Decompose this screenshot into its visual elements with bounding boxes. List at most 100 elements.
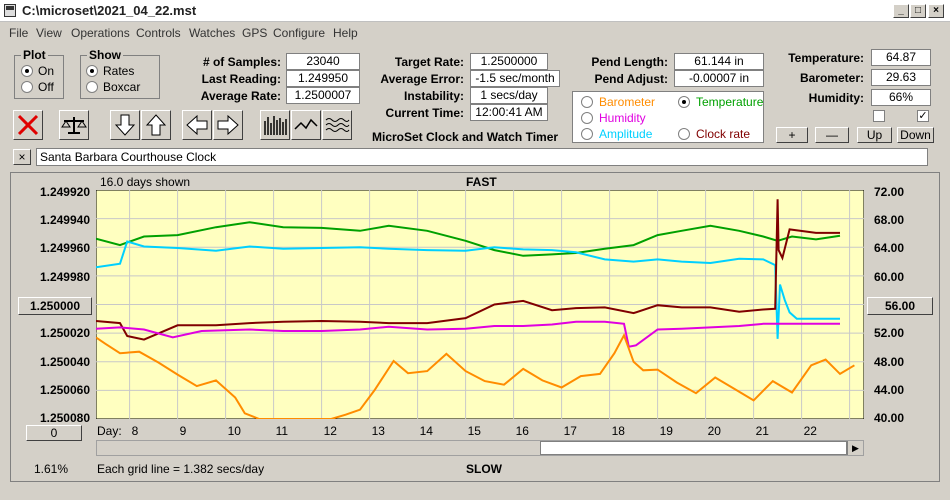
right-tick: 72.00 <box>874 185 905 199</box>
pend-length-value: 61.144 in <box>674 53 764 70</box>
right-tick: 48.00 <box>874 355 905 369</box>
legend-amplitude-radio[interactable] <box>581 128 593 140</box>
temp-center-button[interactable]: 56.00 <box>867 297 933 315</box>
menu-help[interactable]: Help <box>333 26 358 40</box>
menu-view[interactable]: View <box>36 26 62 40</box>
time-scrollbar[interactable]: ▶ <box>96 440 864 456</box>
plus-button[interactable]: + <box>776 127 808 143</box>
scroll-right-arrow[interactable]: ▶ <box>847 441 863 455</box>
scrollbar-track <box>97 441 540 455</box>
day-tick-label: 18 <box>611 424 625 438</box>
scroll-left-button[interactable] <box>182 110 212 140</box>
menu-file[interactable]: File <box>9 26 29 40</box>
arrow-up-icon <box>145 114 167 136</box>
histogram-button[interactable] <box>260 110 290 140</box>
percent-label: 1.61% <box>34 462 69 476</box>
average-rate-label: Average Rate: <box>200 89 281 103</box>
balance-button[interactable] <box>59 110 89 140</box>
show-boxcar-label: Boxcar <box>103 80 141 94</box>
scroll-up-button[interactable] <box>141 110 171 140</box>
rate-chart <box>96 190 864 419</box>
app-subtitle: MicroSet Clock and Watch Timer <box>372 130 559 144</box>
scroll-right-button[interactable] <box>213 110 243 140</box>
menu-configure[interactable]: Configure <box>273 26 326 40</box>
line-plot-button[interactable] <box>291 110 321 140</box>
series-selector: Barometer Temperature Humidity Amplitude… <box>572 91 764 143</box>
day-tick-label: 19 <box>659 424 673 438</box>
legend-clock-rate-label: Clock rate <box>696 127 751 141</box>
pend-adjust-value: -0.00007 in <box>674 70 764 87</box>
plot-on-radio[interactable] <box>21 65 33 77</box>
left-tick: 1.249940 <box>39 213 90 227</box>
series-humidity <box>96 320 840 348</box>
day-tick-label: 14 <box>419 424 433 438</box>
menu-gps[interactable]: GPS <box>242 26 268 40</box>
clock-close-button[interactable]: × <box>13 149 31 165</box>
left-tick: 1.249960 <box>39 241 90 255</box>
app-icon <box>4 4 16 17</box>
bar-chart-icon <box>264 116 287 135</box>
day-tick-label: 13 <box>371 424 385 438</box>
show-rates-label: Rates <box>103 64 135 78</box>
right-tick: 60.00 <box>874 270 905 284</box>
clock-name-field[interactable]: Santa Barbara Courthouse Clock <box>36 148 928 166</box>
arrow-down-icon <box>114 114 136 136</box>
minus-button[interactable]: — <box>815 127 849 143</box>
menu-operations[interactable]: Operations <box>71 26 130 40</box>
plot-group: Plot <box>14 48 64 99</box>
checkbox-right[interactable]: ✓ <box>917 110 929 122</box>
plot-off-radio[interactable] <box>21 81 33 93</box>
up-button[interactable]: Up <box>857 127 892 143</box>
show-rates-radio[interactable] <box>86 65 98 77</box>
slow-label: SLOW <box>466 462 502 476</box>
close-button[interactable]: × <box>928 4 944 18</box>
left-tick: 1.250080 <box>39 411 90 425</box>
day-tick-label: 12 <box>323 424 337 438</box>
menu-controls[interactable]: Controls <box>136 26 181 40</box>
day-tick-label: 22 <box>803 424 817 438</box>
day-tick-label: 15 <box>467 424 481 438</box>
show-group-title: Show <box>87 48 123 62</box>
smooth-plot-button[interactable] <box>322 110 352 140</box>
menu-bar: File View Operations Controls Watches GP… <box>0 23 950 41</box>
legend-humidity-label: Humidity <box>599 111 646 125</box>
left-tick: 1.250040 <box>39 355 90 369</box>
last-reading-value: 1.249950 <box>286 70 360 87</box>
series-clock-rate <box>96 199 840 341</box>
samples-value: 23040 <box>286 53 360 70</box>
legend-temperature-label: Temperature <box>696 95 764 109</box>
instability-label: Instability: <box>403 89 464 103</box>
current-time-label: Current Time: <box>385 106 464 120</box>
grid-note: Each grid line = 1.382 secs/day <box>97 462 265 476</box>
scrollbar-thumb[interactable] <box>540 441 847 455</box>
scroll-down-button[interactable] <box>110 110 140 140</box>
day-tick-label: 9 <box>179 424 187 438</box>
minimize-button[interactable]: _ <box>893 4 909 18</box>
checkbox-left[interactable] <box>873 110 885 122</box>
menu-watches[interactable]: Watches <box>189 26 236 40</box>
right-tick: 64.00 <box>874 241 905 255</box>
arrow-left-icon <box>186 114 208 136</box>
legend-clock-rate-radio[interactable] <box>678 128 690 140</box>
zero-button[interactable]: 0 <box>26 425 82 441</box>
day-axis: 8 9 10 11 12 13 14 15 16 17 18 19 20 21 22 <box>0 424 950 438</box>
temperature-value: 64.87 <box>871 49 931 66</box>
plot-group-title: Plot <box>21 48 48 62</box>
show-boxcar-radio[interactable] <box>86 81 98 93</box>
temperature-label: Temperature: <box>788 51 864 65</box>
average-error-value: -1.5 sec/month <box>470 70 560 87</box>
clear-button[interactable] <box>13 110 43 140</box>
last-reading-label: Last Reading: <box>201 72 281 86</box>
maximize-button[interactable]: □ <box>910 4 926 18</box>
pend-adjust-label: Pend Adjust: <box>594 72 668 86</box>
rate-center-button[interactable]: 1.250000 <box>18 297 92 315</box>
humidity-label: Humidity: <box>808 91 864 105</box>
right-tick: 52.00 <box>874 326 905 340</box>
down-button[interactable]: Down <box>897 127 934 143</box>
legend-barometer-radio[interactable] <box>581 96 593 108</box>
instability-value: 1 secs/day <box>470 87 548 104</box>
legend-humidity-radio[interactable] <box>581 112 593 124</box>
legend-temperature-radio[interactable] <box>678 96 690 108</box>
day-tick-label: 17 <box>563 424 577 438</box>
samples-label: # of Samples: <box>202 55 281 69</box>
